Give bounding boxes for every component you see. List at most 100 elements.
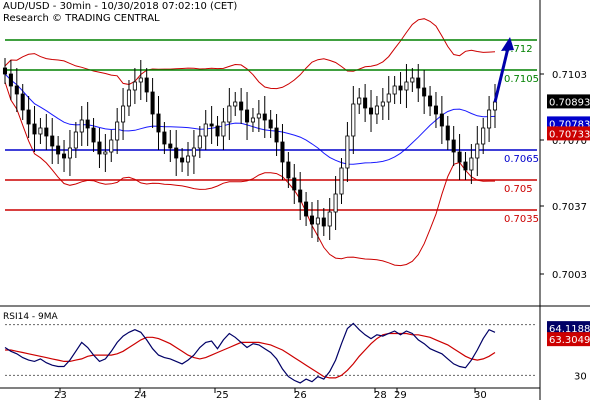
- y-tick-label: 0.7003: [552, 270, 587, 281]
- candle-body: [121, 105, 126, 123]
- candle-body: [339, 167, 344, 195]
- candle-body: [174, 147, 179, 159]
- candle-body: [268, 119, 273, 129]
- candle-body: [197, 135, 202, 149]
- candle-body: [463, 161, 468, 171]
- bollinger-lower-band: [4, 81, 495, 267]
- candle-body: [481, 127, 486, 145]
- candle-body: [298, 189, 303, 203]
- candle-body: [38, 127, 43, 135]
- candle-body: [410, 77, 415, 83]
- level-label-resistance: 0.712: [504, 44, 533, 55]
- candle-body: [256, 113, 261, 119]
- candle-body: [62, 153, 67, 159]
- candle-body: [416, 77, 421, 89]
- candle-body: [227, 105, 232, 123]
- candle-body: [321, 217, 326, 227]
- candle-body: [138, 77, 143, 83]
- level-label-resistance: 0.7105: [504, 74, 539, 85]
- candle-body: [380, 101, 385, 107]
- candle-body: [327, 211, 332, 227]
- candle-body: [309, 215, 315, 225]
- chart-subtitle: Research © TRADING CENTRAL: [3, 13, 160, 24]
- rsi-panel: [0, 305, 590, 384]
- candle-body: [404, 81, 409, 91]
- y-tick-label: 0.7103: [552, 70, 587, 81]
- candle-body: [20, 93, 25, 111]
- price-tag-moving_average-label: 0.70783: [549, 119, 590, 130]
- candle-body: [150, 91, 155, 115]
- candle-body: [386, 93, 391, 103]
- forecast-arrow: [493, 37, 514, 103]
- candle-body: [262, 113, 267, 121]
- level-label-support: 0.705: [504, 184, 533, 195]
- candle-body: [221, 121, 226, 137]
- chart-title: AUD/USD - 30min - 10/30/2018 07:02:10 (C…: [3, 1, 238, 12]
- candle-body: [357, 97, 362, 105]
- candle-body: [286, 161, 291, 179]
- y-tick-label: 0.7037: [552, 202, 587, 213]
- forecast-arrow-head: [501, 37, 514, 51]
- candle-body: [168, 143, 173, 149]
- x-tick-label: 29: [394, 390, 407, 400]
- candle-body: [233, 101, 238, 107]
- candle-body: [239, 101, 244, 111]
- candle-body: [315, 217, 320, 225]
- rsi-tick-label: 30: [574, 371, 587, 382]
- candle-body: [56, 145, 61, 155]
- candle-body: [374, 105, 379, 115]
- candle-body: [162, 131, 167, 145]
- candle-body: [209, 123, 214, 127]
- candle-body: [351, 103, 356, 137]
- candle-body: [8, 73, 13, 87]
- candle-body: [91, 127, 96, 143]
- x-tick-label: 30: [474, 390, 487, 400]
- candle-body: [73, 131, 78, 149]
- y-tick-label: 0.7070: [552, 136, 587, 147]
- rsi-tag-rsi_ma-label: 63.3049: [549, 335, 590, 346]
- candle-body: [180, 157, 185, 163]
- candle-body: [457, 151, 462, 163]
- candle-body: [14, 85, 19, 95]
- candle-body: [250, 117, 255, 123]
- rsi-tag-rsi_ma-box: [547, 332, 590, 347]
- bollinger-upper-band: [4, 18, 496, 90]
- candle-body: [185, 155, 191, 163]
- candle-body: [487, 109, 492, 129]
- candle-body: [345, 135, 350, 169]
- rsi-ma-line: [5, 332, 496, 379]
- candle-body: [103, 151, 108, 155]
- candle-body: [369, 107, 374, 115]
- candle-body: [445, 125, 450, 141]
- candle-body: [156, 113, 161, 133]
- level-label-support: 0.7035: [504, 214, 539, 225]
- candle-body: [85, 119, 90, 129]
- candle-body: [79, 119, 84, 133]
- candle-body: [439, 113, 444, 127]
- bollinger-bands: [4, 18, 496, 267]
- candle-body: [398, 85, 403, 91]
- support-resistance-levels: 0.712 0.7105 0.7065 0.705 0.7035: [5, 39, 539, 225]
- candle-body: [144, 77, 149, 93]
- rsi-title: RSI14 - 9MA: [3, 312, 58, 322]
- candle-body: [469, 157, 474, 171]
- candle-body: [451, 139, 456, 153]
- candle-body: [26, 109, 31, 125]
- x-tick-label: 24: [134, 390, 147, 400]
- candle-body: [126, 89, 131, 107]
- candle-body: [115, 121, 120, 141]
- candle-body: [475, 143, 480, 159]
- candle-body: [245, 109, 250, 123]
- candle-body: [97, 141, 102, 155]
- candle-body: [274, 127, 279, 143]
- candle-body: [428, 95, 433, 107]
- candle-body: [433, 105, 438, 115]
- candlesticks: [2, 58, 498, 242]
- candle-body: [44, 127, 49, 137]
- x-tick-label: 23: [54, 390, 67, 400]
- candle-body: [2, 67, 8, 75]
